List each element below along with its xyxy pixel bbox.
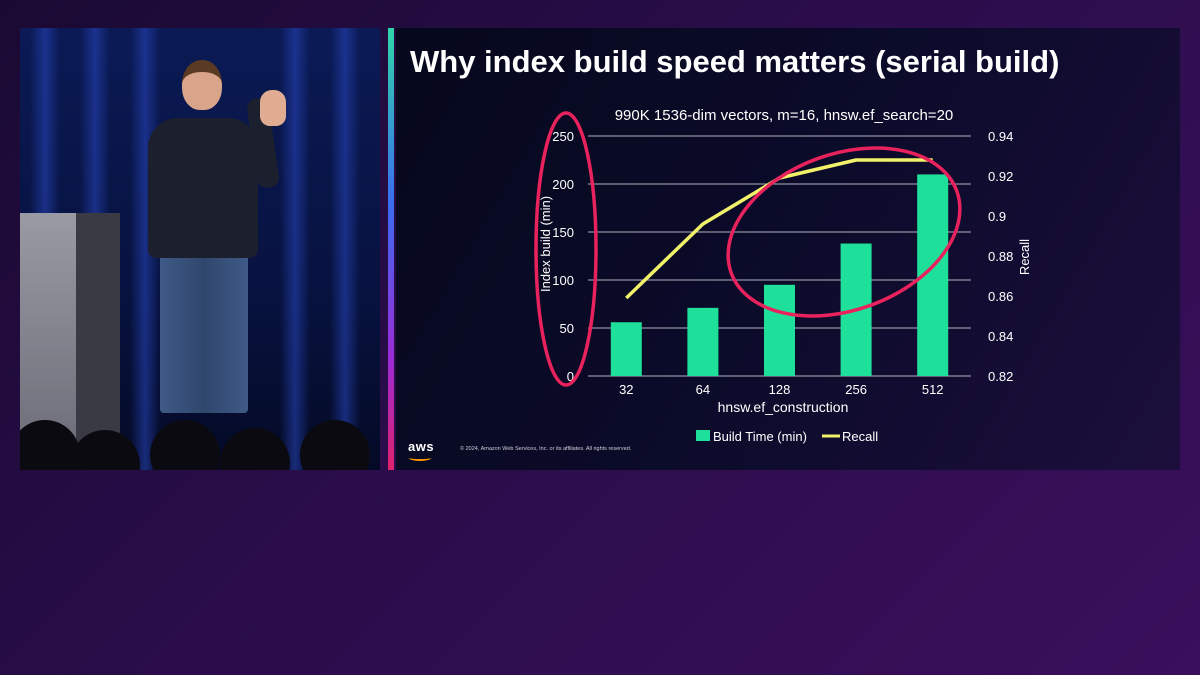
x-tick-label: 32: [619, 382, 633, 397]
y-tick-label: 50: [560, 321, 574, 336]
y-tick-label: 150: [552, 225, 574, 240]
slide: Why index build speed matters (serial bu…: [396, 28, 1180, 470]
x-axis: 32 64 128 256 512: [619, 382, 943, 397]
recall-line-path: [625, 158, 933, 300]
legend-label-build-time: Build Time (min): [713, 429, 807, 444]
curtain-fold: [330, 28, 360, 470]
y-tick-label: 0: [567, 369, 574, 384]
y2-axis-label: Recall: [1017, 239, 1032, 275]
y2-tick-label: 0.88: [988, 249, 1013, 264]
highlight-ellipse-left-axis: [534, 111, 598, 387]
curtain-fold: [280, 28, 310, 470]
legend-swatch-build-time: [696, 430, 710, 441]
y-axis: 0 50 100 150 200 250: [552, 129, 574, 384]
legend: Build Time (min) Recall: [696, 429, 878, 444]
speaker-body: [148, 118, 258, 258]
panel-divider: [388, 28, 394, 470]
speaker-head: [182, 60, 222, 110]
audience-head: [150, 420, 220, 470]
y2-axis: 0.82 0.84 0.86 0.88 0.9 0.92 0.94: [988, 129, 1013, 384]
slide-title: Why index build speed matters (serial bu…: [410, 44, 1060, 79]
y-tick-label: 250: [552, 129, 574, 144]
x-tick-label: 256: [845, 382, 867, 397]
highlight-ellipse-upper-right: [726, 146, 962, 318]
y-axis-label: Index build (min): [538, 196, 553, 292]
y2-tick-label: 0.94: [988, 129, 1013, 144]
speaker-legs: [160, 253, 248, 413]
y2-tick-label: 0.92: [988, 169, 1013, 184]
podium-side: [76, 213, 120, 470]
x-tick-label: 512: [922, 382, 944, 397]
chart-title: 990K 1536-dim vectors, m=16, hnsw.ef_sea…: [615, 107, 954, 124]
aws-logo-text: aws: [408, 439, 435, 454]
recall-line: [625, 158, 933, 300]
bar: [610, 322, 642, 376]
y2-tick-label: 0.9: [988, 209, 1006, 224]
speaker-hand: [260, 90, 286, 126]
y2-tick-label: 0.84: [988, 329, 1013, 344]
speaker-video-panel: [20, 28, 380, 470]
x-tick-label: 64: [696, 382, 710, 397]
bars: [610, 174, 949, 376]
legend-label-recall: Recall: [842, 429, 878, 444]
y-tick-label: 100: [552, 273, 574, 288]
bar: [687, 307, 719, 376]
x-axis-label: hnsw.ef_construction: [718, 399, 849, 415]
bar: [764, 284, 795, 376]
y-tick-label: 200: [552, 177, 574, 192]
annotations: [534, 111, 962, 387]
aws-smile-icon: [409, 455, 431, 461]
y2-tick-label: 0.86: [988, 289, 1013, 304]
x-tick-label: 128: [769, 382, 791, 397]
y2-tick-label: 0.82: [988, 369, 1013, 384]
audience-head: [300, 420, 370, 470]
chart: 990K 1536-dim vectors, m=16, hnsw.ef_sea…: [534, 107, 1032, 444]
aws-logo: aws: [408, 439, 435, 461]
copyright-notice: © 2024, Amazon Web Services, Inc. or its…: [460, 446, 632, 452]
